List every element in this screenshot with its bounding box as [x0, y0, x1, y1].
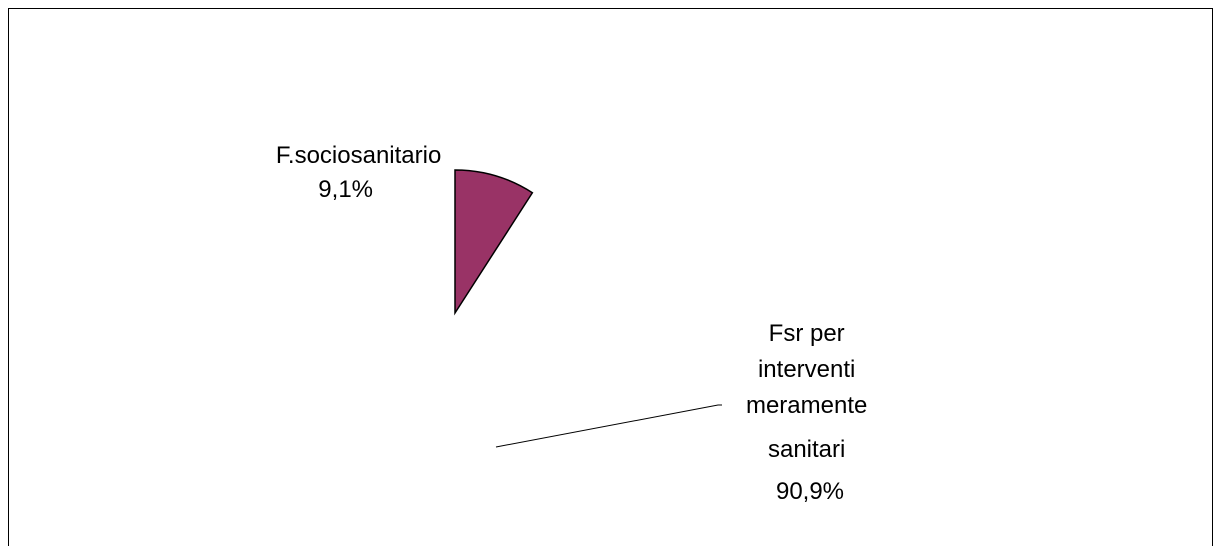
slice-label-f-sociosanitario: F.sociosanitario 9,1%	[276, 142, 448, 203]
chart-area	[8, 8, 1213, 546]
slice-label-percent: 90,9%	[776, 478, 844, 505]
slice-label-fsr: Fsr per interventi meramente sanitari 90…	[746, 320, 874, 505]
slice-label-line: Fsr per	[769, 320, 845, 347]
leader-line-fsr	[495, 404, 722, 448]
slice-label-percent: 9,1%	[318, 176, 373, 203]
slice-label-line: meramente	[746, 392, 867, 419]
slice-f-sociosanitario	[454, 169, 534, 316]
slice-label-line: F.sociosanitario	[276, 142, 441, 169]
slice-label-line: sanitari	[768, 436, 845, 463]
slice-label-line: interventi	[758, 356, 855, 383]
